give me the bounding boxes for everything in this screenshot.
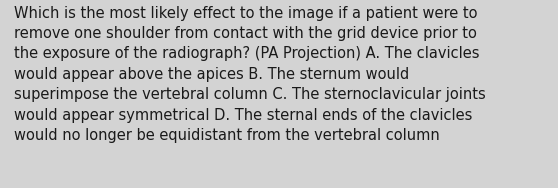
Text: Which is the most likely effect to the image if a patient were to
remove one sho: Which is the most likely effect to the i… xyxy=(14,6,485,143)
